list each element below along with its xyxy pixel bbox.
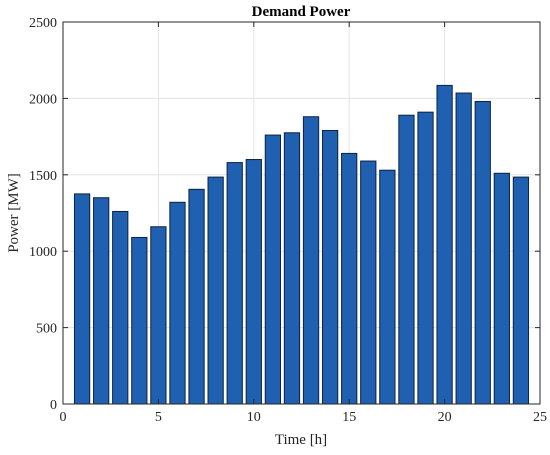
y-tick-label: 500 bbox=[36, 322, 57, 337]
bar-hour-2 bbox=[93, 197, 110, 405]
bar-hour-11 bbox=[264, 134, 282, 405]
x-axis-title: Time [h] bbox=[275, 432, 327, 448]
bar-hour-20 bbox=[436, 84, 453, 405]
bar-hour-6 bbox=[169, 201, 186, 405]
bar-hour-23 bbox=[493, 172, 510, 405]
bar-hour-22 bbox=[474, 100, 491, 405]
bar-hour-14 bbox=[321, 129, 339, 405]
bar-hour-8 bbox=[207, 176, 224, 405]
y-axis-title: Power [MW] bbox=[6, 173, 22, 253]
x-tick-label: 15 bbox=[342, 410, 356, 425]
bars bbox=[73, 84, 530, 405]
y-tick-label: 1000 bbox=[29, 245, 57, 260]
bar-hour-16 bbox=[360, 160, 377, 405]
bar-hour-24 bbox=[512, 176, 530, 405]
x-axis-ticks: 0 5 10 15 20 25 bbox=[60, 22, 547, 425]
bar-hour-13 bbox=[302, 116, 320, 405]
bar-hour-3 bbox=[112, 210, 129, 405]
bar-hour-21 bbox=[455, 92, 472, 405]
chart-title: Demand Power bbox=[252, 4, 351, 20]
bar-hour-5 bbox=[150, 226, 167, 405]
x-tick-label: 5 bbox=[155, 410, 162, 425]
y-tick-label: 2500 bbox=[29, 16, 57, 31]
y-tick-label: 2000 bbox=[29, 92, 57, 107]
x-tick-label: 0 bbox=[60, 410, 67, 425]
bar-hour-1 bbox=[73, 193, 91, 405]
bar-hour-9 bbox=[226, 162, 243, 405]
y-axis-ticks: 0 500 1000 1500 2000 2500 bbox=[29, 16, 540, 413]
y-tick-label: 1500 bbox=[29, 169, 57, 184]
bar-hour-18 bbox=[398, 114, 415, 405]
bar-hour-19 bbox=[417, 111, 434, 405]
bar-hour-17 bbox=[379, 169, 396, 405]
x-tick-label: 10 bbox=[247, 410, 261, 425]
bar-hour-7 bbox=[188, 188, 205, 405]
plot-frame bbox=[62, 21, 541, 405]
bar-hour-4 bbox=[131, 236, 148, 405]
x-tick-label: 20 bbox=[438, 410, 452, 425]
x-tick-label: 25 bbox=[533, 410, 547, 425]
y-tick-label: 0 bbox=[50, 398, 57, 413]
bar-hour-15 bbox=[341, 152, 358, 405]
bar-hour-12 bbox=[283, 132, 301, 405]
bar-hour-10 bbox=[245, 159, 262, 405]
